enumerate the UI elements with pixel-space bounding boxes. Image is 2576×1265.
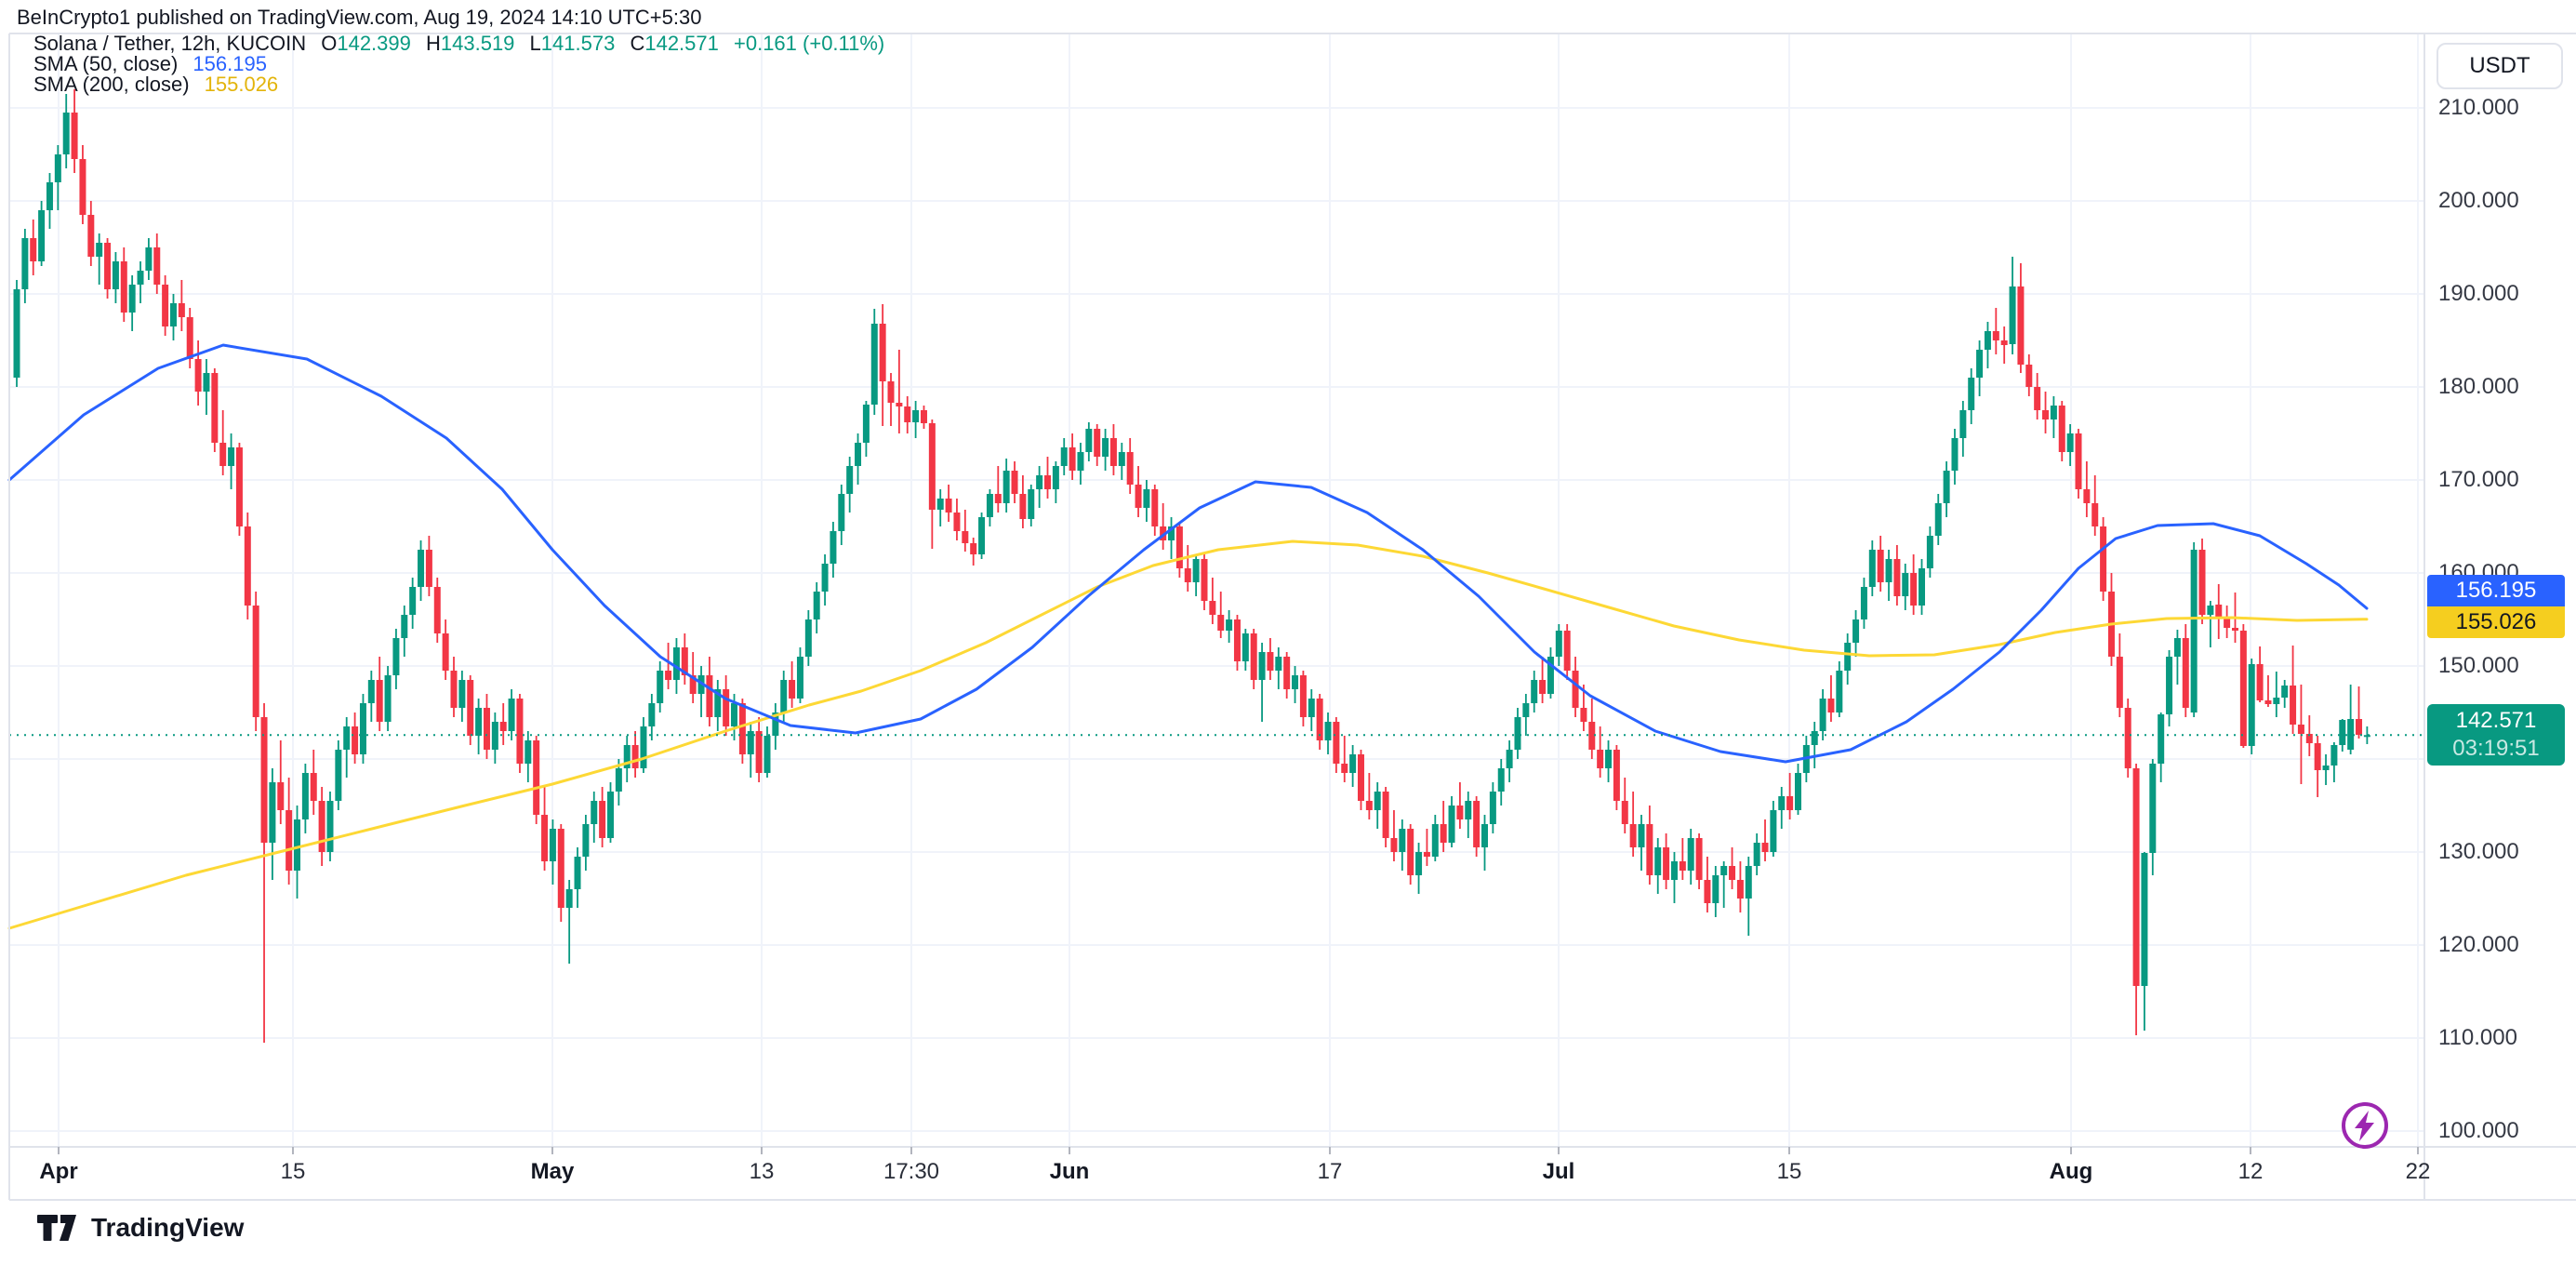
ohlc-high-value: 143.519 [440, 32, 515, 55]
sma200-value: 155.026 [204, 73, 279, 96]
ohlc-low-label: L [529, 32, 541, 55]
price-axis-label: 170.000 [2438, 467, 2519, 492]
sma200-axis-badge: 155.026 [2427, 606, 2565, 638]
sma50-value: 156.195 [193, 52, 267, 75]
price-axis-label: 180.000 [2438, 374, 2519, 399]
price-axis-label: 190.000 [2438, 281, 2519, 306]
chart-legend: Solana / Tether, 12h, KUCOIN O142.399 H1… [33, 33, 884, 95]
time-axis-label: 15 [280, 1159, 306, 1184]
time-axis-month-label: Apr [39, 1159, 78, 1184]
ohlc-close-value: 142.571 [644, 32, 719, 55]
price-axis-label: 150.000 [2438, 653, 2519, 678]
legend-sma50-row[interactable]: SMA (50, close) 156.195 [33, 54, 884, 74]
sma50-axis-badge: 156.195 [2427, 575, 2565, 606]
price-axis-label: 120.000 [2438, 932, 2519, 957]
time-axis-month-label: Jun [1049, 1159, 1090, 1184]
price-axis-label: 210.000 [2438, 95, 2519, 120]
panel-borders [8, 33, 2576, 1201]
time-axis-month-label: Jul [1542, 1159, 1575, 1184]
price-axis-label: 100.000 [2438, 1118, 2519, 1143]
tradingview-brand-text: TradingView [91, 1213, 245, 1242]
time-axis-label: 22 [2405, 1159, 2431, 1184]
ohlc-open-value: 142.399 [337, 32, 411, 55]
symbol-title: Solana / Tether, 12h, KUCOIN [33, 32, 307, 55]
time-axis-label: 17 [1317, 1159, 1343, 1184]
currency-button[interactable]: USDT [2437, 43, 2563, 89]
ohlc-low-value: 141.573 [540, 32, 616, 55]
current-price-badge: 142.571 03:19:51 [2427, 704, 2565, 766]
time-axis-label: 12 [2237, 1159, 2264, 1184]
price-axis-label: 130.000 [2438, 839, 2519, 864]
sma50-label: SMA (50, close) [33, 52, 179, 75]
tradingview-brand[interactable]: TradingView [37, 1209, 244, 1246]
time-axis-label: 17:30 [883, 1159, 940, 1184]
ohlc-open-label: O [321, 32, 338, 55]
flash-icon[interactable] [2342, 1102, 2388, 1149]
sma50-line [7, 343, 2369, 764]
tradingview-logo-icon [37, 1215, 76, 1241]
time-axis-month-label: Aug [2049, 1159, 2093, 1184]
price-axis-label: 200.000 [2438, 188, 2519, 213]
bar-countdown: 03:19:51 [2452, 736, 2540, 761]
legend-symbol-row[interactable]: Solana / Tether, 12h, KUCOIN O142.399 H1… [33, 33, 884, 54]
gridlines [9, 33, 2424, 1147]
change-value: +0.161 (+0.11%) [734, 32, 885, 55]
current-price-value: 142.571 [2455, 708, 2537, 733]
legend-sma200-row[interactable]: SMA (200, close) 155.026 [33, 74, 884, 95]
published-header: BeInCrypto1 published on TradingView.com… [17, 6, 702, 29]
price-axis-label: 110.000 [2438, 1025, 2517, 1050]
ohlc-close-label: C [630, 32, 645, 55]
time-axis-label: 15 [1776, 1159, 1802, 1184]
sma200-label: SMA (200, close) [33, 73, 190, 96]
time-axis-label: 13 [749, 1159, 775, 1184]
candlestick-series [13, 89, 2370, 1043]
ohlc-high-label: H [426, 32, 441, 55]
time-axis-month-label: May [530, 1159, 575, 1184]
sma200-line [7, 539, 2369, 930]
